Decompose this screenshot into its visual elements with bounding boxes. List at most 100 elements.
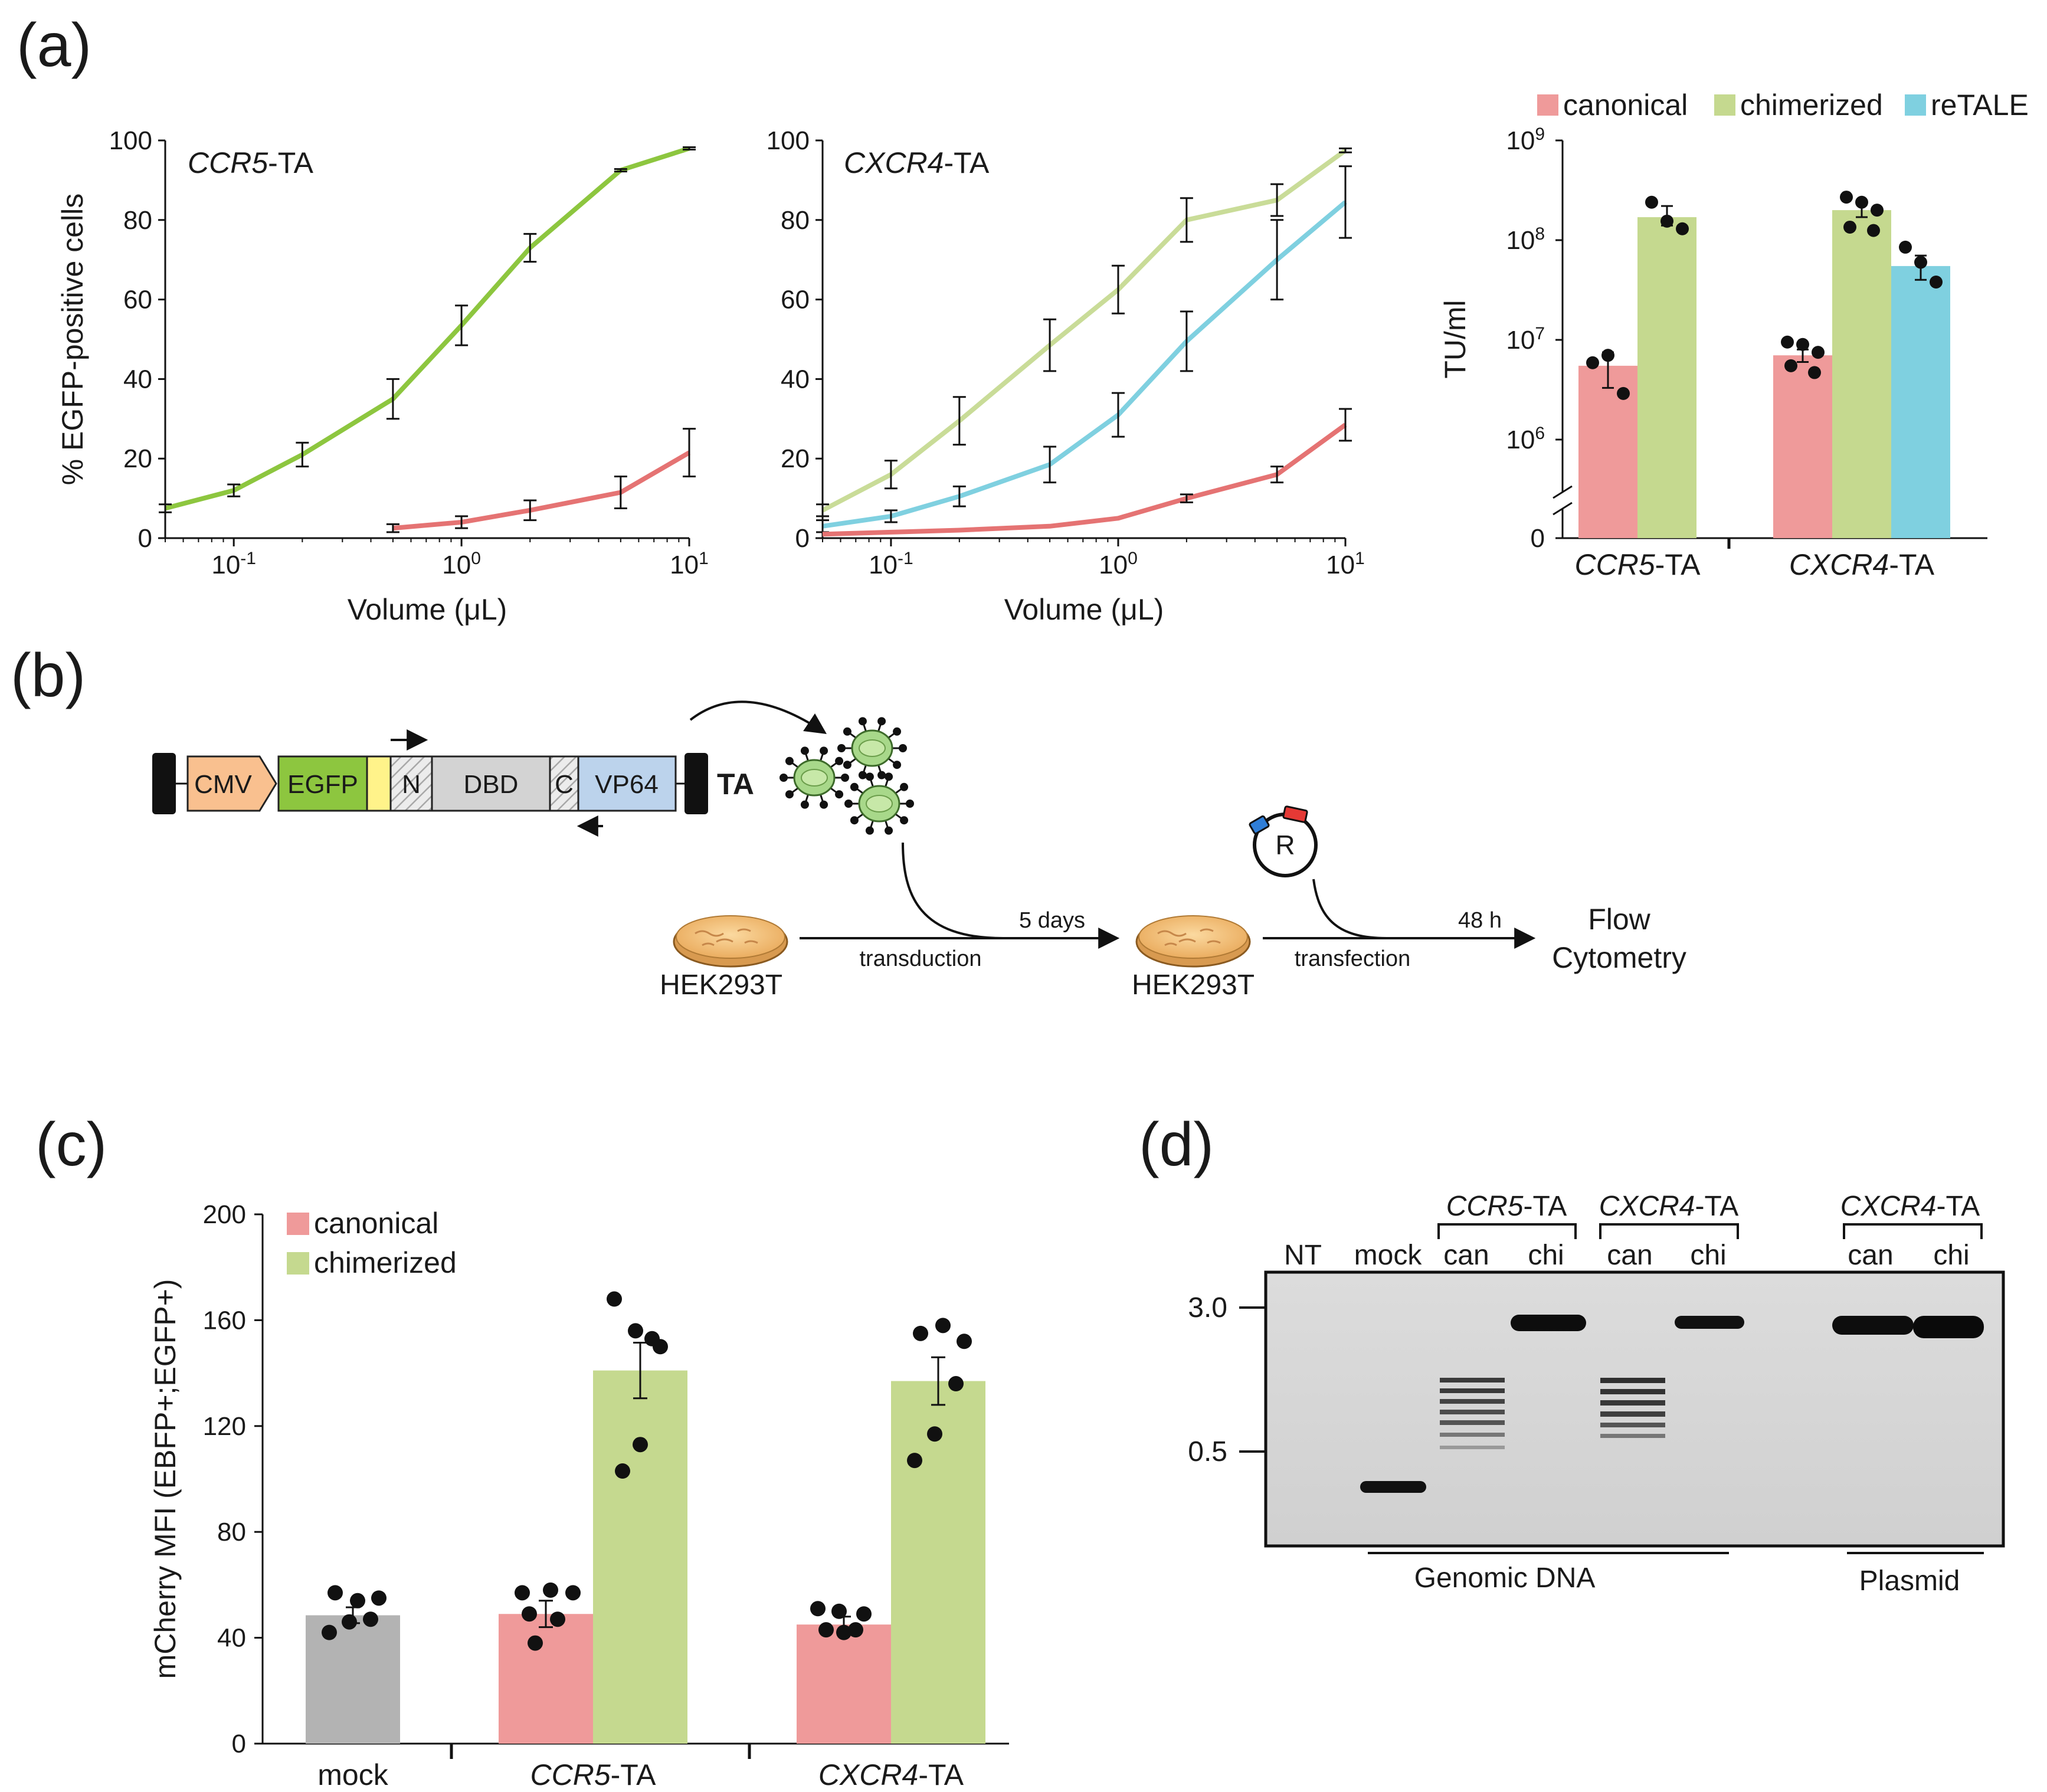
y-tick-label-zero: 0	[1531, 524, 1545, 553]
construct-diagram: CMV EGFP N DBD C VP64 TA H	[152, 700, 1686, 1001]
reporter-blue-element	[1249, 815, 1270, 835]
gel-header-cxcr4-1: CXCR4-TA	[1599, 1191, 1738, 1222]
cell-dish-2	[1135, 915, 1251, 968]
legend-swatch-chimerized	[287, 1252, 309, 1275]
bar-canonical	[1773, 355, 1832, 538]
chart-ccr5-line: 0 20 40 60 80 100 10-1 100 101 CCR5-TA Volume (μL)…	[56, 126, 709, 626]
virus-spike-tip	[885, 772, 893, 781]
data-point-mock	[363, 1611, 378, 1627]
linker-box	[366, 755, 392, 812]
virus-core	[801, 769, 828, 787]
series-line-reTALE	[822, 200, 1347, 529]
virus-spike-tip	[844, 800, 853, 808]
data-point-canonical	[1601, 349, 1614, 362]
virus-spike-tip	[899, 744, 907, 752]
y-tick-label: 20	[123, 444, 152, 473]
flow-label-line2: Cytometry	[1552, 941, 1686, 974]
bar-chimerized	[1832, 210, 1891, 538]
data-point-canonical	[856, 1606, 872, 1622]
data-point-canonical	[543, 1582, 558, 1598]
gel-background	[1264, 1270, 2005, 1548]
y-tick-label: 120	[203, 1412, 246, 1441]
marker-3kb: 3.0	[1188, 1292, 1227, 1323]
bar-canonical	[499, 1614, 593, 1744]
flow-label-line1: Flow	[1588, 903, 1650, 936]
x-tick-label: 100	[1099, 549, 1138, 580]
virus-spike-tip	[820, 746, 828, 755]
virus-spike-tip	[900, 816, 909, 825]
virus-spike-tip	[837, 744, 846, 752]
data-point-chimerized	[615, 1463, 630, 1479]
data-point-canonical	[848, 1622, 863, 1638]
legend-label-canonical: canonical	[1563, 89, 1688, 122]
data-point-chimerized	[913, 1325, 928, 1341]
virus-spike-tip	[850, 816, 859, 825]
virus-particle	[844, 772, 914, 835]
x-tick-label: 10-1	[869, 549, 913, 580]
x-category-label: CCR5-TA	[1575, 548, 1701, 581]
band-plasmid-can	[1832, 1316, 1914, 1335]
reporter-label: R	[1275, 830, 1295, 860]
bar-mock	[306, 1615, 400, 1744]
panel-label-b: (b)	[11, 641, 86, 710]
virus-spike-tip	[835, 756, 844, 765]
data-point-chimerized	[644, 1331, 660, 1347]
egfp-label: EGFP	[287, 770, 358, 799]
data-point-mock	[350, 1593, 365, 1608]
data-point-chimerized	[1676, 222, 1689, 235]
ladder-bands-cxcr4-can	[1600, 1378, 1665, 1438]
data-point-canonical	[831, 1603, 847, 1619]
data-point-chimerized	[935, 1318, 951, 1334]
series-line-canonical	[822, 422, 1347, 537]
lentivirus-particles	[780, 717, 914, 835]
cell-label-1: HEK293T	[660, 969, 782, 1001]
y-tick-label: 108	[1506, 224, 1545, 255]
data-point-chimerized	[1855, 195, 1868, 209]
x-tick-label: 101	[1326, 549, 1365, 580]
y-tick-label: 80	[123, 206, 152, 235]
data-point-chimerized	[607, 1291, 622, 1307]
y-tick-label: 40	[123, 365, 152, 394]
chart-cxcr4-line: 0 20 40 60 80 100 10-1 100 101 CXCR4-TA Volume (μL…	[767, 126, 1365, 626]
bar-canonical	[797, 1624, 891, 1744]
chart-tu-bar: 109 108 107 106 0 TU/ml CCR5-TA CXCR4-TA canonic…	[1439, 89, 2029, 581]
ltr-left	[152, 753, 176, 814]
virus-spike-tip	[865, 772, 874, 781]
x-axis-title: Volume (μL)	[1004, 593, 1164, 626]
data-point-chimerized	[1843, 220, 1856, 234]
y-tick-label: 200	[203, 1200, 246, 1229]
lane-label-chi-1: chi	[1528, 1240, 1564, 1271]
ta-label: TA	[717, 768, 754, 801]
y-tick-label: 109	[1506, 125, 1545, 156]
y-axis-title: % EGFP-positive cells	[56, 194, 89, 486]
data-point-canonical	[1796, 338, 1809, 351]
data-point-chimerized	[1840, 191, 1853, 204]
data-point-reTALE	[1899, 240, 1912, 254]
virus-particle	[780, 746, 849, 809]
egfp-box	[277, 755, 368, 812]
y-tick-label: 60	[781, 286, 810, 314]
data-point-canonical	[565, 1585, 581, 1601]
data-point-chimerized	[948, 1376, 964, 1392]
data-point-reTALE	[1914, 255, 1927, 269]
ltr-right	[684, 753, 708, 814]
legend-swatch-chimerized	[1714, 94, 1735, 116]
data-point-chimerized	[907, 1453, 922, 1469]
panel-label-a: (a)	[17, 11, 91, 80]
virus-spike-tip	[858, 717, 867, 726]
gel-image: NT mock can chi can chi can chi CCR5-TA …	[1188, 1191, 2005, 1597]
transduction-label: transduction	[859, 946, 981, 971]
lane-label-nt: NT	[1284, 1240, 1322, 1271]
panel-label-d: (d)	[1139, 1110, 1214, 1179]
bar-chimerized	[891, 1381, 985, 1744]
virus-spike-tip	[785, 756, 794, 765]
data-point-chimerized	[1867, 224, 1880, 237]
y-tick-label: 20	[781, 444, 810, 473]
data-point-canonical	[528, 1635, 543, 1651]
lane-label-chi-2: chi	[1690, 1240, 1726, 1271]
virus-spike-tip	[780, 774, 788, 782]
y-tick-label: 80	[217, 1518, 246, 1547]
panel-label-c: (c)	[35, 1110, 107, 1179]
x-tick-label: 10-1	[211, 549, 256, 580]
